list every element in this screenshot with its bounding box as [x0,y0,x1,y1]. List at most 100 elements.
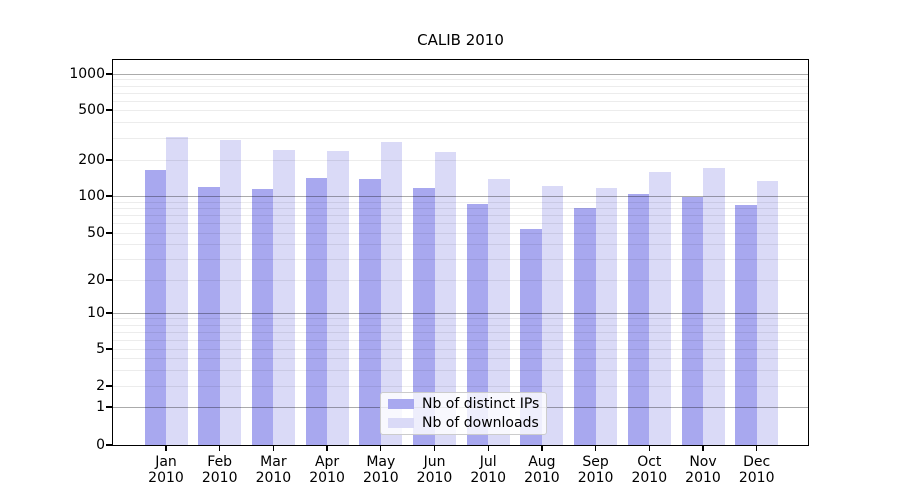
x-tick-mark [165,446,167,451]
gridline-minor [113,122,808,124]
y-tick-label: 500 [78,102,105,118]
x-tick-label: Dec 2010 [725,454,789,486]
legend-entry-downloads: Nb of downloads [381,414,546,431]
x-tick-label-line: 2010 [685,470,721,486]
y-tick-label: 200 [78,152,105,168]
x-tick-label-line: 2010 [470,470,506,486]
y-tick-mark [106,348,112,350]
y-tick-label: 2 [96,378,105,394]
gridline-minor [113,223,808,225]
gridline-minor [113,100,808,102]
bar-downloads [219,139,242,445]
x-tick-label-line: Feb [207,454,233,470]
bar-downloads [541,186,564,445]
x-tick-label: Apr 2010 [295,454,359,486]
y-tick-label: 1 [96,399,105,415]
gridline-minor [113,244,808,246]
gridline-minor [113,215,808,217]
gridline-minor [113,386,808,387]
bar-distinct-ips [413,188,435,445]
bar-downloads [434,151,456,445]
gridline-minor [113,259,808,261]
x-tick-mark [219,446,221,451]
bar-downloads [166,136,188,445]
x-tick-mark [272,446,275,451]
bar-downloads [327,150,349,445]
bar-distinct-ips [627,194,650,445]
x-tick-label-line: Oct [637,454,662,470]
x-tick-label: Sep 2010 [564,454,628,486]
gridline-minor [113,331,808,333]
y-tick-mark [106,312,112,314]
y-tick-mark [106,159,112,161]
bar-distinct-ips [735,205,757,445]
gridline-major [113,313,808,314]
y-tick-mark [106,232,112,234]
y-tick-label: 1000 [69,66,105,82]
gridline-major [113,196,808,197]
x-tick-label-line: 2010 [416,470,453,486]
bar-distinct-ips [198,186,220,445]
x-tick-mark [594,446,597,451]
bar-distinct-ips [466,204,489,445]
bar-distinct-ips [574,207,596,445]
legend-swatch-downloads-icon [388,418,414,428]
x-tick-label-line: 2010 [524,470,560,486]
x-tick-label: Jun 2010 [403,454,467,486]
y-tick-mark [106,109,112,111]
y-tick-mark [106,385,112,387]
gridline-minor [113,85,808,87]
x-tick-label-line: Nov [689,454,717,470]
bar-downloads [703,167,725,445]
x-tick-label-line: 2010 [148,470,184,486]
x-tick-label-line: 2010 [201,470,238,486]
y-tick-label: 0 [96,437,105,453]
x-tick-label-line: 2010 [309,470,345,486]
gridline-minor [113,339,808,341]
y-tick-label: 10 [87,305,105,321]
x-tick-label-line: Dec [743,454,771,470]
x-tick-label: Mar 2010 [241,454,305,486]
x-tick-mark [756,446,758,451]
gridline-minor [113,201,808,203]
gridline-minor [113,358,808,359]
x-tick-label-line: 2010 [362,470,399,486]
bar-downloads [273,150,295,445]
legend-swatch-distinct-ips-icon [388,399,414,409]
gridline-minor [113,233,808,234]
bar-distinct-ips [251,189,274,445]
x-tick-label-line: Jul [479,454,497,470]
gridline-minor [113,349,808,350]
x-tick-label: May 2010 [349,454,413,486]
bar-downloads [380,142,403,445]
x-tick-label: Oct 2010 [617,454,681,486]
x-tick-label-line: 2010 [738,470,775,486]
x-tick-mark [380,446,382,451]
x-tick-label: Feb 2010 [188,454,252,486]
bar-downloads [649,171,671,445]
x-tick-label-line: 2010 [631,470,668,486]
bar-distinct-ips [681,197,703,445]
legend-label-downloads: Nb of downloads [422,414,539,431]
x-tick-label: Nov 2010 [671,454,735,486]
bar-downloads [488,179,510,445]
y-tick-label: 100 [78,188,105,204]
x-tick-label: Aug 2010 [510,454,574,486]
y-tick-mark [106,73,112,75]
x-tick-label-line: Sep [582,454,609,470]
x-tick-label-line: Jan [155,454,177,470]
chart-title: CALIB 2010 [417,31,504,49]
gridline-minor [113,137,808,139]
gridline-minor [113,92,808,94]
x-tick-label: Jul 2010 [456,454,520,486]
gridline-minor [113,207,808,209]
x-tick-mark [433,446,436,451]
legend-label-distinct-ips: Nb of distinct IPs [422,395,540,412]
gridline-minor [113,79,808,81]
y-tick-mark [106,444,112,446]
y-tick-label: 5 [96,341,105,357]
gridline-major [113,74,808,75]
bar-downloads [595,187,618,445]
x-tick-label-line: Mar [260,454,287,470]
gridline-minor [113,324,808,326]
